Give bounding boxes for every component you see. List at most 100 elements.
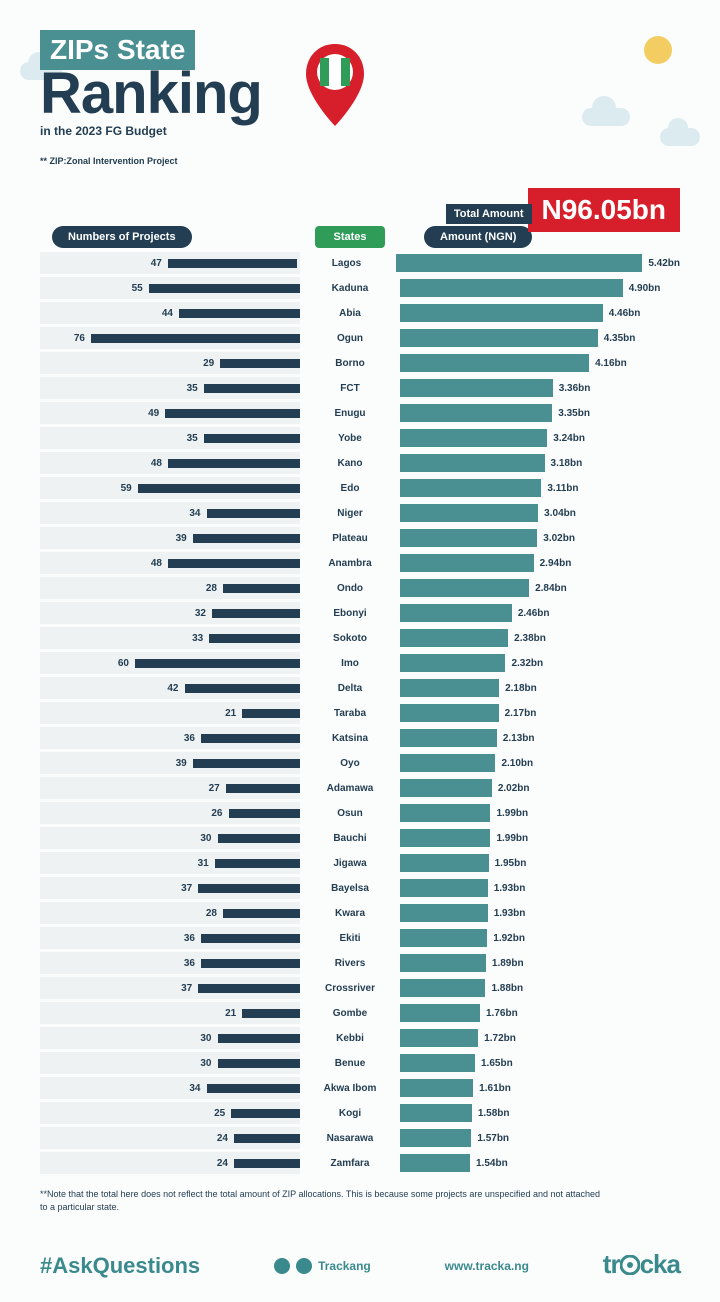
- projects-bar: [138, 484, 300, 493]
- projects-value: 49: [148, 408, 159, 419]
- amount-cell: 2.02bn: [400, 777, 680, 799]
- amount-value: 1.88bn: [491, 983, 523, 994]
- state-name: Ondo: [300, 583, 400, 594]
- projects-bar: [226, 784, 300, 793]
- amount-bar: [396, 254, 642, 272]
- projects-value: 34: [189, 508, 200, 519]
- amount-value: 2.32bn: [511, 658, 543, 669]
- amount-bar: [400, 929, 487, 947]
- amount-cell: 3.18bn: [400, 452, 680, 474]
- projects-cell: 27: [40, 777, 300, 799]
- projects-value: 60: [118, 658, 129, 669]
- projects-value: 26: [211, 808, 222, 819]
- footer: #AskQuestions Trackang www.tracka.ng trc…: [40, 1235, 680, 1282]
- projects-cell: 42: [40, 677, 300, 699]
- amount-bar: [400, 479, 541, 497]
- table-row: 37Crossriver1.88bn: [40, 977, 680, 999]
- amount-cell: 1.99bn: [400, 802, 680, 824]
- logo-mark-icon: [620, 1251, 640, 1282]
- amount-cell: 1.92bn: [400, 927, 680, 949]
- amount-bar: [400, 629, 508, 647]
- projects-value: 36: [184, 933, 195, 944]
- projects-cell: 34: [40, 502, 300, 524]
- projects-value: 37: [181, 983, 192, 994]
- projects-bar: [218, 1034, 301, 1043]
- projects-value: 32: [195, 608, 206, 619]
- amount-bar: [400, 329, 598, 347]
- table-row: 35Yobe3.24bn: [40, 427, 680, 449]
- amount-bar: [400, 354, 589, 372]
- amount-value: 2.46bn: [518, 608, 550, 619]
- state-name: Anambra: [300, 558, 400, 569]
- state-name: Lagos: [297, 258, 396, 269]
- projects-value: 44: [162, 308, 173, 319]
- state-name: Delta: [300, 683, 400, 694]
- amount-cell: 1.99bn: [400, 827, 680, 849]
- projects-bar: [201, 934, 300, 943]
- amount-bar: [400, 1054, 475, 1072]
- projects-cell: 24: [40, 1152, 300, 1174]
- projects-cell: 35: [40, 427, 300, 449]
- projects-bar: [168, 559, 300, 568]
- table-row: 34Niger3.04bn: [40, 502, 680, 524]
- state-name: Katsina: [300, 733, 400, 744]
- projects-bar: [91, 334, 300, 343]
- projects-bar: [204, 434, 300, 443]
- zip-footnote: ** ZIP:Zonal Intervention Project: [40, 156, 680, 166]
- state-name: Imo: [300, 658, 400, 669]
- projects-bar: [242, 1009, 300, 1018]
- amount-bar: [400, 379, 553, 397]
- projects-bar: [234, 1134, 300, 1143]
- projects-bar: [207, 1084, 301, 1093]
- projects-bar: [198, 884, 300, 893]
- state-name: Rivers: [300, 958, 400, 969]
- amount-bar: [400, 979, 485, 997]
- projects-cell: 55: [40, 277, 300, 299]
- amount-cell: 3.24bn: [400, 427, 680, 449]
- state-name: Benue: [300, 1058, 400, 1069]
- amount-value: 5.42bn: [648, 258, 680, 269]
- table-row: 33Sokoto2.38bn: [40, 627, 680, 649]
- amount-cell: 2.46bn: [400, 602, 680, 624]
- state-name: FCT: [300, 383, 400, 394]
- projects-value: 42: [167, 683, 178, 694]
- projects-cell: 30: [40, 827, 300, 849]
- amount-cell: 1.93bn: [400, 877, 680, 899]
- amount-cell: 1.72bn: [400, 1027, 680, 1049]
- amount-value: 4.35bn: [604, 333, 636, 344]
- table-row: 28Ondo2.84bn: [40, 577, 680, 599]
- amount-bar: [400, 879, 488, 897]
- projects-value: 29: [203, 358, 214, 369]
- table-row: 48Kano3.18bn: [40, 452, 680, 474]
- amount-cell: 2.10bn: [400, 752, 680, 774]
- amount-value: 1.72bn: [484, 1033, 516, 1044]
- projects-value: 39: [176, 533, 187, 544]
- amount-bar: [400, 579, 529, 597]
- projects-cell: 21: [40, 1002, 300, 1024]
- amount-cell: 3.02bn: [400, 527, 680, 549]
- amount-bar: [400, 954, 486, 972]
- table-row: 59Edo3.11bn: [40, 477, 680, 499]
- projects-value: 76: [74, 333, 85, 344]
- table-row: 37Bayelsa1.93bn: [40, 877, 680, 899]
- projects-cell: 37: [40, 877, 300, 899]
- amount-bar: [400, 754, 495, 772]
- amount-value: 1.92bn: [493, 933, 525, 944]
- amount-cell: 2.17bn: [400, 702, 680, 724]
- amount-value: 2.38bn: [514, 633, 546, 644]
- website-url: www.tracka.ng: [445, 1259, 529, 1273]
- projects-bar: [135, 659, 300, 668]
- amount-value: 4.16bn: [595, 358, 627, 369]
- projects-value: 21: [225, 1008, 236, 1019]
- amount-value: 1.57bn: [477, 1133, 509, 1144]
- projects-cell: 30: [40, 1027, 300, 1049]
- amount-value: 4.46bn: [609, 308, 641, 319]
- amount-value: 1.89bn: [492, 958, 524, 969]
- amount-cell: 4.16bn: [400, 352, 680, 374]
- amount-bar: [400, 779, 492, 797]
- table-row: 44 Abia 4.46bn: [40, 302, 680, 324]
- state-name: Abia: [300, 308, 400, 319]
- projects-bar: [168, 459, 300, 468]
- amount-value: 2.18bn: [505, 683, 537, 694]
- state-name: Yobe: [300, 433, 400, 444]
